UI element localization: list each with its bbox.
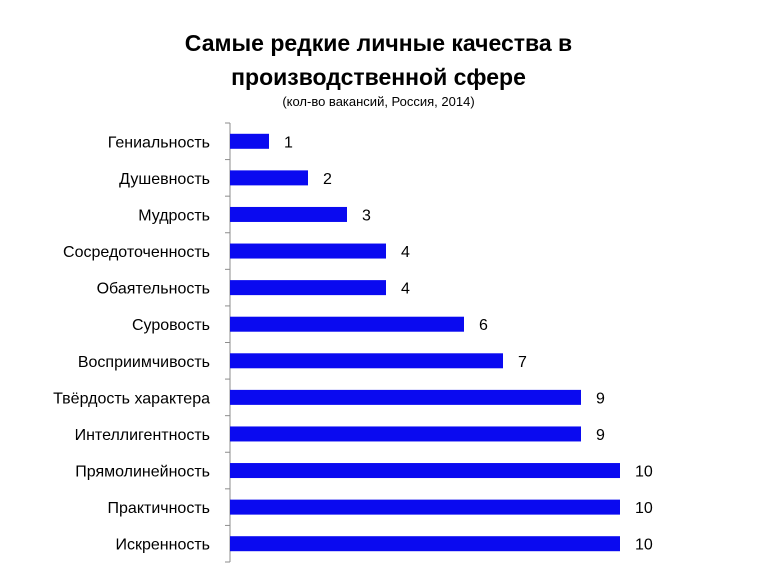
data-label: 9 [596, 390, 605, 407]
category-label: Гениальность [108, 134, 210, 151]
category-label: Прямолинейность [75, 464, 210, 481]
category-label: Душевность [119, 171, 210, 188]
bar [230, 133, 269, 149]
bar [230, 316, 464, 332]
bar [230, 170, 308, 186]
bar [230, 243, 386, 259]
bar [230, 389, 581, 405]
category-label: Сосредоточенность [63, 244, 210, 261]
data-label: 10 [635, 537, 653, 554]
bar [230, 536, 620, 552]
chart-title-line-1: Самые редкие личные качества в [184, 30, 573, 56]
category-label: Суровость [132, 317, 210, 334]
category-label: Практичность [108, 500, 210, 517]
bar [230, 280, 386, 296]
data-label: 4 [401, 281, 410, 298]
category-label: Мудрость [138, 207, 210, 224]
data-label: 10 [635, 464, 653, 481]
category-label: Восприимчивость [78, 354, 210, 371]
chart-subtitle: (кол-во вакансий, Россия, 2014) [282, 94, 475, 109]
chart-title-line-2: производственной сфере [231, 64, 526, 90]
bar [230, 353, 503, 369]
data-label: 1 [284, 134, 293, 151]
data-label: 10 [635, 500, 653, 517]
bar [230, 499, 620, 515]
data-label: 9 [596, 427, 605, 444]
data-label: 2 [323, 171, 332, 188]
data-label: 3 [362, 207, 371, 224]
category-label: Твёрдость характера [53, 390, 210, 407]
data-label: 6 [479, 317, 488, 334]
data-label: 4 [401, 244, 410, 261]
category-label: Обаятельность [97, 281, 210, 298]
category-label: Искренность [115, 537, 210, 554]
category-label: Интеллигентность [75, 427, 210, 444]
bar [230, 426, 581, 442]
bar [230, 206, 347, 222]
data-label: 7 [518, 354, 527, 371]
bar [230, 463, 620, 479]
